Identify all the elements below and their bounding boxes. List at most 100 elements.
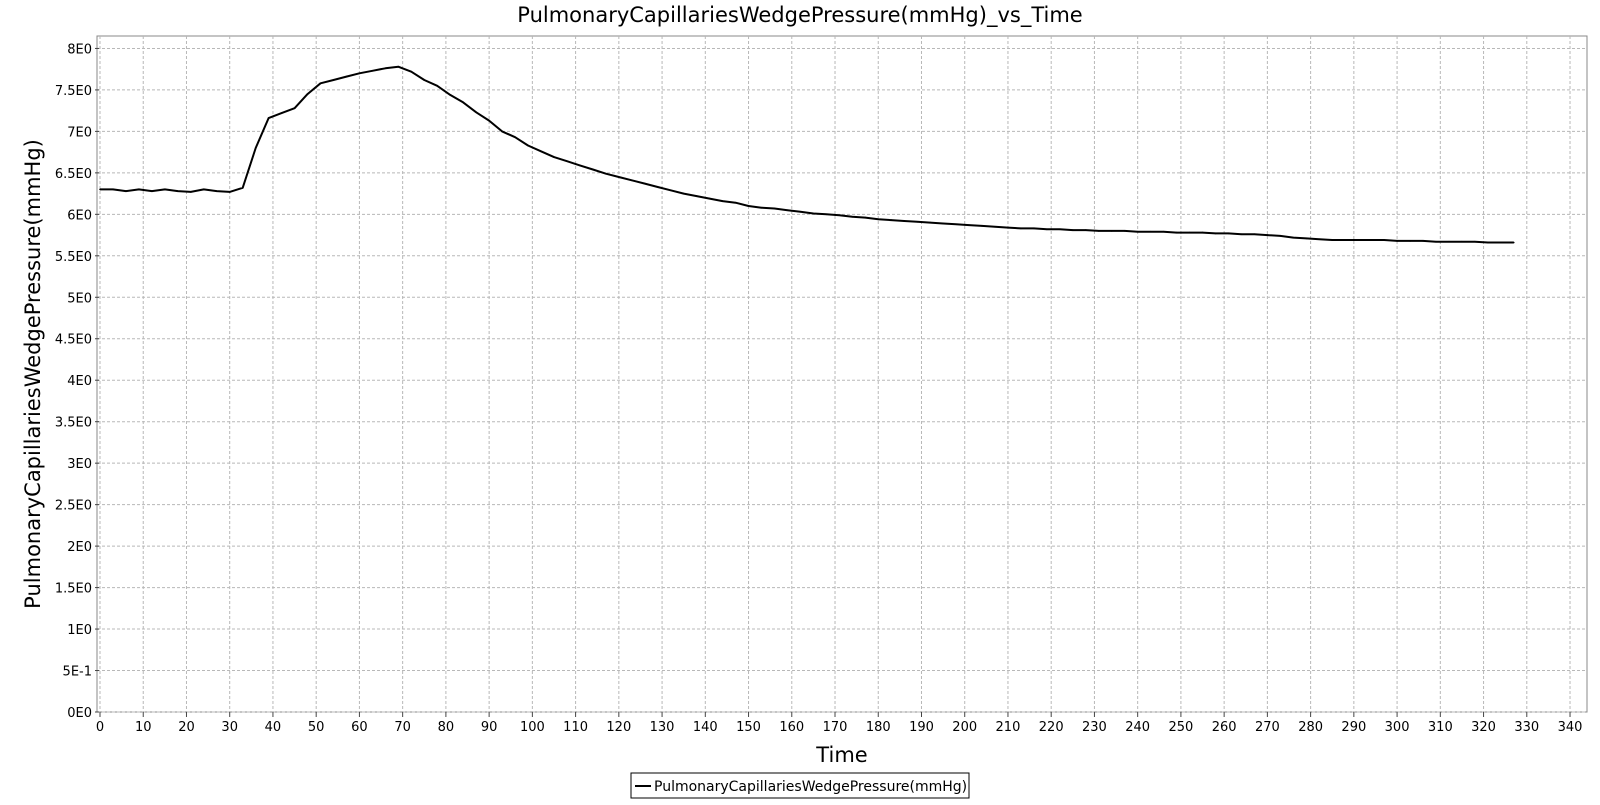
data-point bbox=[1409, 240, 1411, 242]
x-tick-label: 280 bbox=[1298, 720, 1323, 735]
data-point bbox=[916, 221, 918, 223]
data-point bbox=[864, 216, 867, 219]
series-layer bbox=[99, 65, 1515, 244]
x-tick-label: 250 bbox=[1168, 720, 1193, 735]
data-point bbox=[1396, 240, 1398, 242]
data-point bbox=[138, 188, 140, 191]
data-point bbox=[436, 85, 439, 87]
data-point bbox=[669, 189, 672, 192]
x-tick-label: 170 bbox=[823, 720, 848, 735]
data-point bbox=[1149, 230, 1152, 233]
data-point bbox=[306, 93, 309, 95]
x-tick-label: 210 bbox=[996, 720, 1021, 735]
data-point bbox=[1318, 238, 1321, 240]
data-point bbox=[708, 197, 711, 200]
x-tick-label: 80 bbox=[438, 720, 455, 735]
x-tick-label: 190 bbox=[909, 720, 934, 735]
data-point bbox=[1046, 228, 1048, 231]
x-tick-label: 270 bbox=[1255, 720, 1280, 735]
data-point bbox=[994, 226, 996, 228]
data-point bbox=[721, 200, 724, 202]
legend-entry-label: PulmonaryCapillariesWedgePressure(mmHg) bbox=[654, 779, 967, 795]
data-point bbox=[644, 182, 646, 185]
x-tick-label: 90 bbox=[481, 720, 498, 735]
plot-area bbox=[96, 35, 1588, 713]
y-axis-ticks: 0E0 5E-1 1E0 1.5E0 2E0 2.5E0 3E0 3.5E0 4E0 4.5E0 5… bbox=[55, 42, 99, 721]
data-point bbox=[397, 65, 400, 68]
data-point bbox=[747, 205, 750, 207]
data-point bbox=[1266, 234, 1269, 236]
x-tick-label: 160 bbox=[779, 720, 804, 735]
data-point bbox=[903, 220, 905, 222]
x-tick-label: 140 bbox=[693, 720, 718, 735]
data-point bbox=[1500, 241, 1502, 244]
x-tick-label: 50 bbox=[308, 720, 325, 735]
data-point bbox=[1370, 239, 1372, 241]
y-tick-label: 3.5E0 bbox=[55, 416, 92, 431]
x-tick-label: 120 bbox=[606, 720, 631, 735]
chart-title: PulmonaryCapillariesWedgePressure(mmHg)_… bbox=[517, 3, 1082, 28]
x-tick-label: 240 bbox=[1125, 720, 1150, 735]
data-point bbox=[514, 136, 516, 138]
x-tick-label: 260 bbox=[1212, 720, 1237, 735]
data-point bbox=[1383, 239, 1385, 241]
data-point bbox=[890, 219, 892, 221]
data-point bbox=[1059, 228, 1061, 231]
data-point bbox=[838, 214, 841, 216]
data-point bbox=[1487, 241, 1489, 244]
data-point bbox=[1110, 230, 1113, 232]
data-point bbox=[112, 188, 114, 191]
x-tick-label: 10 bbox=[135, 720, 152, 735]
data-point bbox=[799, 211, 802, 213]
data-point bbox=[825, 213, 828, 216]
x-tick-label: 0 bbox=[96, 720, 104, 735]
data-point bbox=[1331, 239, 1333, 241]
y-tick-label: 5E-1 bbox=[63, 665, 92, 680]
data-point bbox=[280, 112, 283, 114]
x-tick-label: 340 bbox=[1558, 720, 1583, 735]
x-tick-label: 100 bbox=[520, 720, 545, 735]
data-point bbox=[929, 221, 931, 224]
data-point bbox=[1474, 240, 1476, 243]
data-point bbox=[1448, 240, 1450, 243]
data-point bbox=[773, 207, 776, 210]
y-tick-label: 7.5E0 bbox=[55, 84, 92, 99]
data-point bbox=[1513, 241, 1515, 244]
y-tick-label: 7E0 bbox=[67, 125, 92, 140]
data-point bbox=[190, 191, 192, 193]
data-point bbox=[1461, 240, 1463, 243]
data-point bbox=[462, 101, 465, 104]
data-point bbox=[501, 130, 503, 133]
data-point bbox=[682, 192, 685, 195]
data-point bbox=[786, 209, 789, 211]
data-point bbox=[592, 168, 594, 171]
y-tick-label: 6.5E0 bbox=[55, 167, 92, 182]
x-tick-label: 70 bbox=[394, 720, 411, 735]
data-point bbox=[1085, 229, 1087, 231]
data-point bbox=[1136, 230, 1139, 233]
data-point bbox=[955, 223, 957, 226]
data-point bbox=[371, 70, 374, 72]
data-point bbox=[488, 119, 490, 122]
x-tick-label: 180 bbox=[866, 720, 891, 735]
x-tick-label: 60 bbox=[351, 720, 368, 735]
y-tick-label: 2E0 bbox=[67, 540, 92, 555]
data-point bbox=[254, 147, 257, 149]
data-point bbox=[1292, 236, 1295, 239]
x-tick-label: 300 bbox=[1385, 720, 1410, 735]
x-tick-label: 110 bbox=[563, 720, 588, 735]
y-axis-title: PulmonaryCapillariesWedgePressure(mmHg) bbox=[21, 139, 45, 609]
y-tick-label: 6E0 bbox=[67, 208, 92, 223]
data-point bbox=[1253, 233, 1256, 235]
data-point bbox=[1344, 239, 1346, 241]
data-point bbox=[1188, 231, 1191, 234]
x-tick-label: 230 bbox=[1082, 720, 1107, 735]
data-point bbox=[384, 67, 387, 70]
data-point bbox=[99, 188, 101, 191]
x-tick-label: 40 bbox=[265, 720, 282, 735]
data-point bbox=[423, 79, 426, 81]
x-tick-label: 330 bbox=[1514, 720, 1539, 735]
data-point bbox=[1214, 232, 1217, 235]
